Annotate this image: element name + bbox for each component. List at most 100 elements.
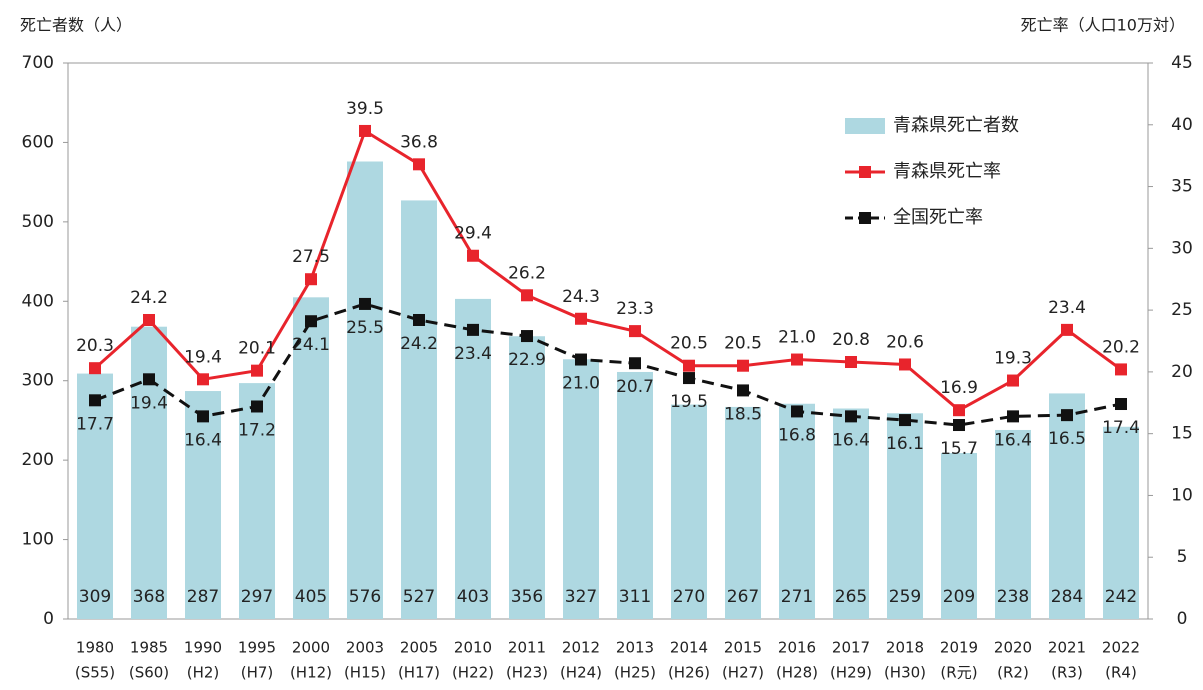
y2-tick-label: 40 [1171,115,1193,135]
bar-value-label: 242 [1105,587,1137,607]
line-value-label: 21.0 [778,328,816,348]
marker [791,353,803,366]
y-tick-label: 600 [22,132,54,152]
bar-value-label: 265 [835,587,867,607]
marker [143,313,155,326]
y2-axis-title: 死亡率（人口10万対） [1021,16,1185,35]
marker [413,158,425,171]
bar-value-label: 238 [997,587,1029,607]
plot-frame [67,62,1149,620]
marker [629,325,641,338]
bar [509,336,545,619]
x-tick-label: 2010 [454,639,492,657]
legend-label: 青森県死亡率 [893,161,1001,182]
marker [251,364,263,377]
line-value-label: 16.1 [886,434,924,454]
marker [413,313,425,326]
y-tick-label: 200 [22,450,54,470]
marker [899,358,911,371]
bar-value-label: 368 [133,587,165,607]
x-tick-sublabel: (R元) [940,664,977,682]
line-value-label: 19.5 [670,392,708,412]
line-value-label: 24.3 [562,287,600,307]
bar-value-label: 267 [727,587,759,607]
y2-tick-label: 35 [1171,177,1193,197]
y2-tick-label: 45 [1171,53,1193,73]
y-tick-label: 300 [22,371,54,391]
bar-value-label: 311 [619,587,651,607]
y2-tick-label: 30 [1171,238,1193,258]
line-value-label: 24.2 [130,288,168,308]
line-value-label: 19.4 [130,393,168,413]
y-axis-title: 死亡者数（人） [20,16,132,35]
legend-label: 全国死亡率 [893,207,983,228]
line-value-label: 23.4 [1048,298,1086,318]
x-tick-sublabel: (H28) [776,664,818,682]
line-value-label: 20.6 [886,332,924,352]
line-value-label: 16.4 [994,430,1032,450]
x-tick-label: 2011 [508,639,546,657]
line-value-label: 20.3 [76,336,114,356]
marker [251,400,263,413]
bar-value-label: 527 [403,587,435,607]
bar [455,298,491,619]
marker [197,373,209,386]
marker [1115,398,1127,411]
x-tick-sublabel: (R3) [1051,664,1083,682]
line [94,302,1122,427]
y2-tick-label: 20 [1171,362,1193,382]
x-tick-sublabel: (H22) [452,664,494,682]
y2-tick-label: 5 [1177,547,1188,567]
line-value-label: 26.2 [508,263,546,283]
legend-marker [859,166,871,178]
marker [683,372,695,385]
line [94,128,1122,413]
x-tick-label: 2015 [724,639,762,657]
bar [77,373,113,619]
bar-value-label: 403 [457,587,489,607]
bar [671,404,707,619]
line-value-label: 20.7 [616,377,654,397]
marker [575,353,587,366]
x-tick-label: 1990 [184,639,222,657]
x-tick-label: 2016 [778,639,816,657]
x-tick-sublabel: (H27) [722,664,764,682]
x-tick-sublabel: (R2) [997,664,1029,682]
line-value-label: 39.5 [346,99,384,119]
line-value-label: 19.3 [994,349,1032,369]
marker [845,356,857,369]
bar [239,383,275,619]
x-tick-sublabel: (H30) [884,664,926,682]
marker [737,359,749,372]
x-tick-sublabel: (H25) [614,664,656,682]
x-tick-label: 1980 [76,639,114,657]
marker [791,405,803,418]
bar [833,408,869,619]
marker [575,312,587,325]
bar [725,406,761,619]
bar-value-label: 284 [1051,587,1083,607]
x-tick-label: 1985 [130,639,168,657]
marker [359,124,371,137]
x-tick-label: 2014 [670,639,708,657]
bar [185,391,221,619]
line-value-label: 20.8 [832,330,870,350]
bar [293,297,329,619]
line-value-label: 36.8 [400,132,438,152]
x-tick-label: 2020 [994,639,1032,657]
marker [467,249,479,262]
bar [617,371,653,619]
bar [779,403,815,619]
bar-value-label: 270 [673,587,705,607]
x-tick-label: 2022 [1102,639,1140,657]
marker [1007,374,1019,387]
marker [899,414,911,427]
marker [1007,410,1019,423]
x-tick-label: 1995 [238,639,276,657]
bar [131,326,167,619]
line-value-label: 18.5 [724,404,762,424]
marker [683,359,695,372]
marker [89,394,101,407]
line-value-label: 22.9 [508,350,546,370]
